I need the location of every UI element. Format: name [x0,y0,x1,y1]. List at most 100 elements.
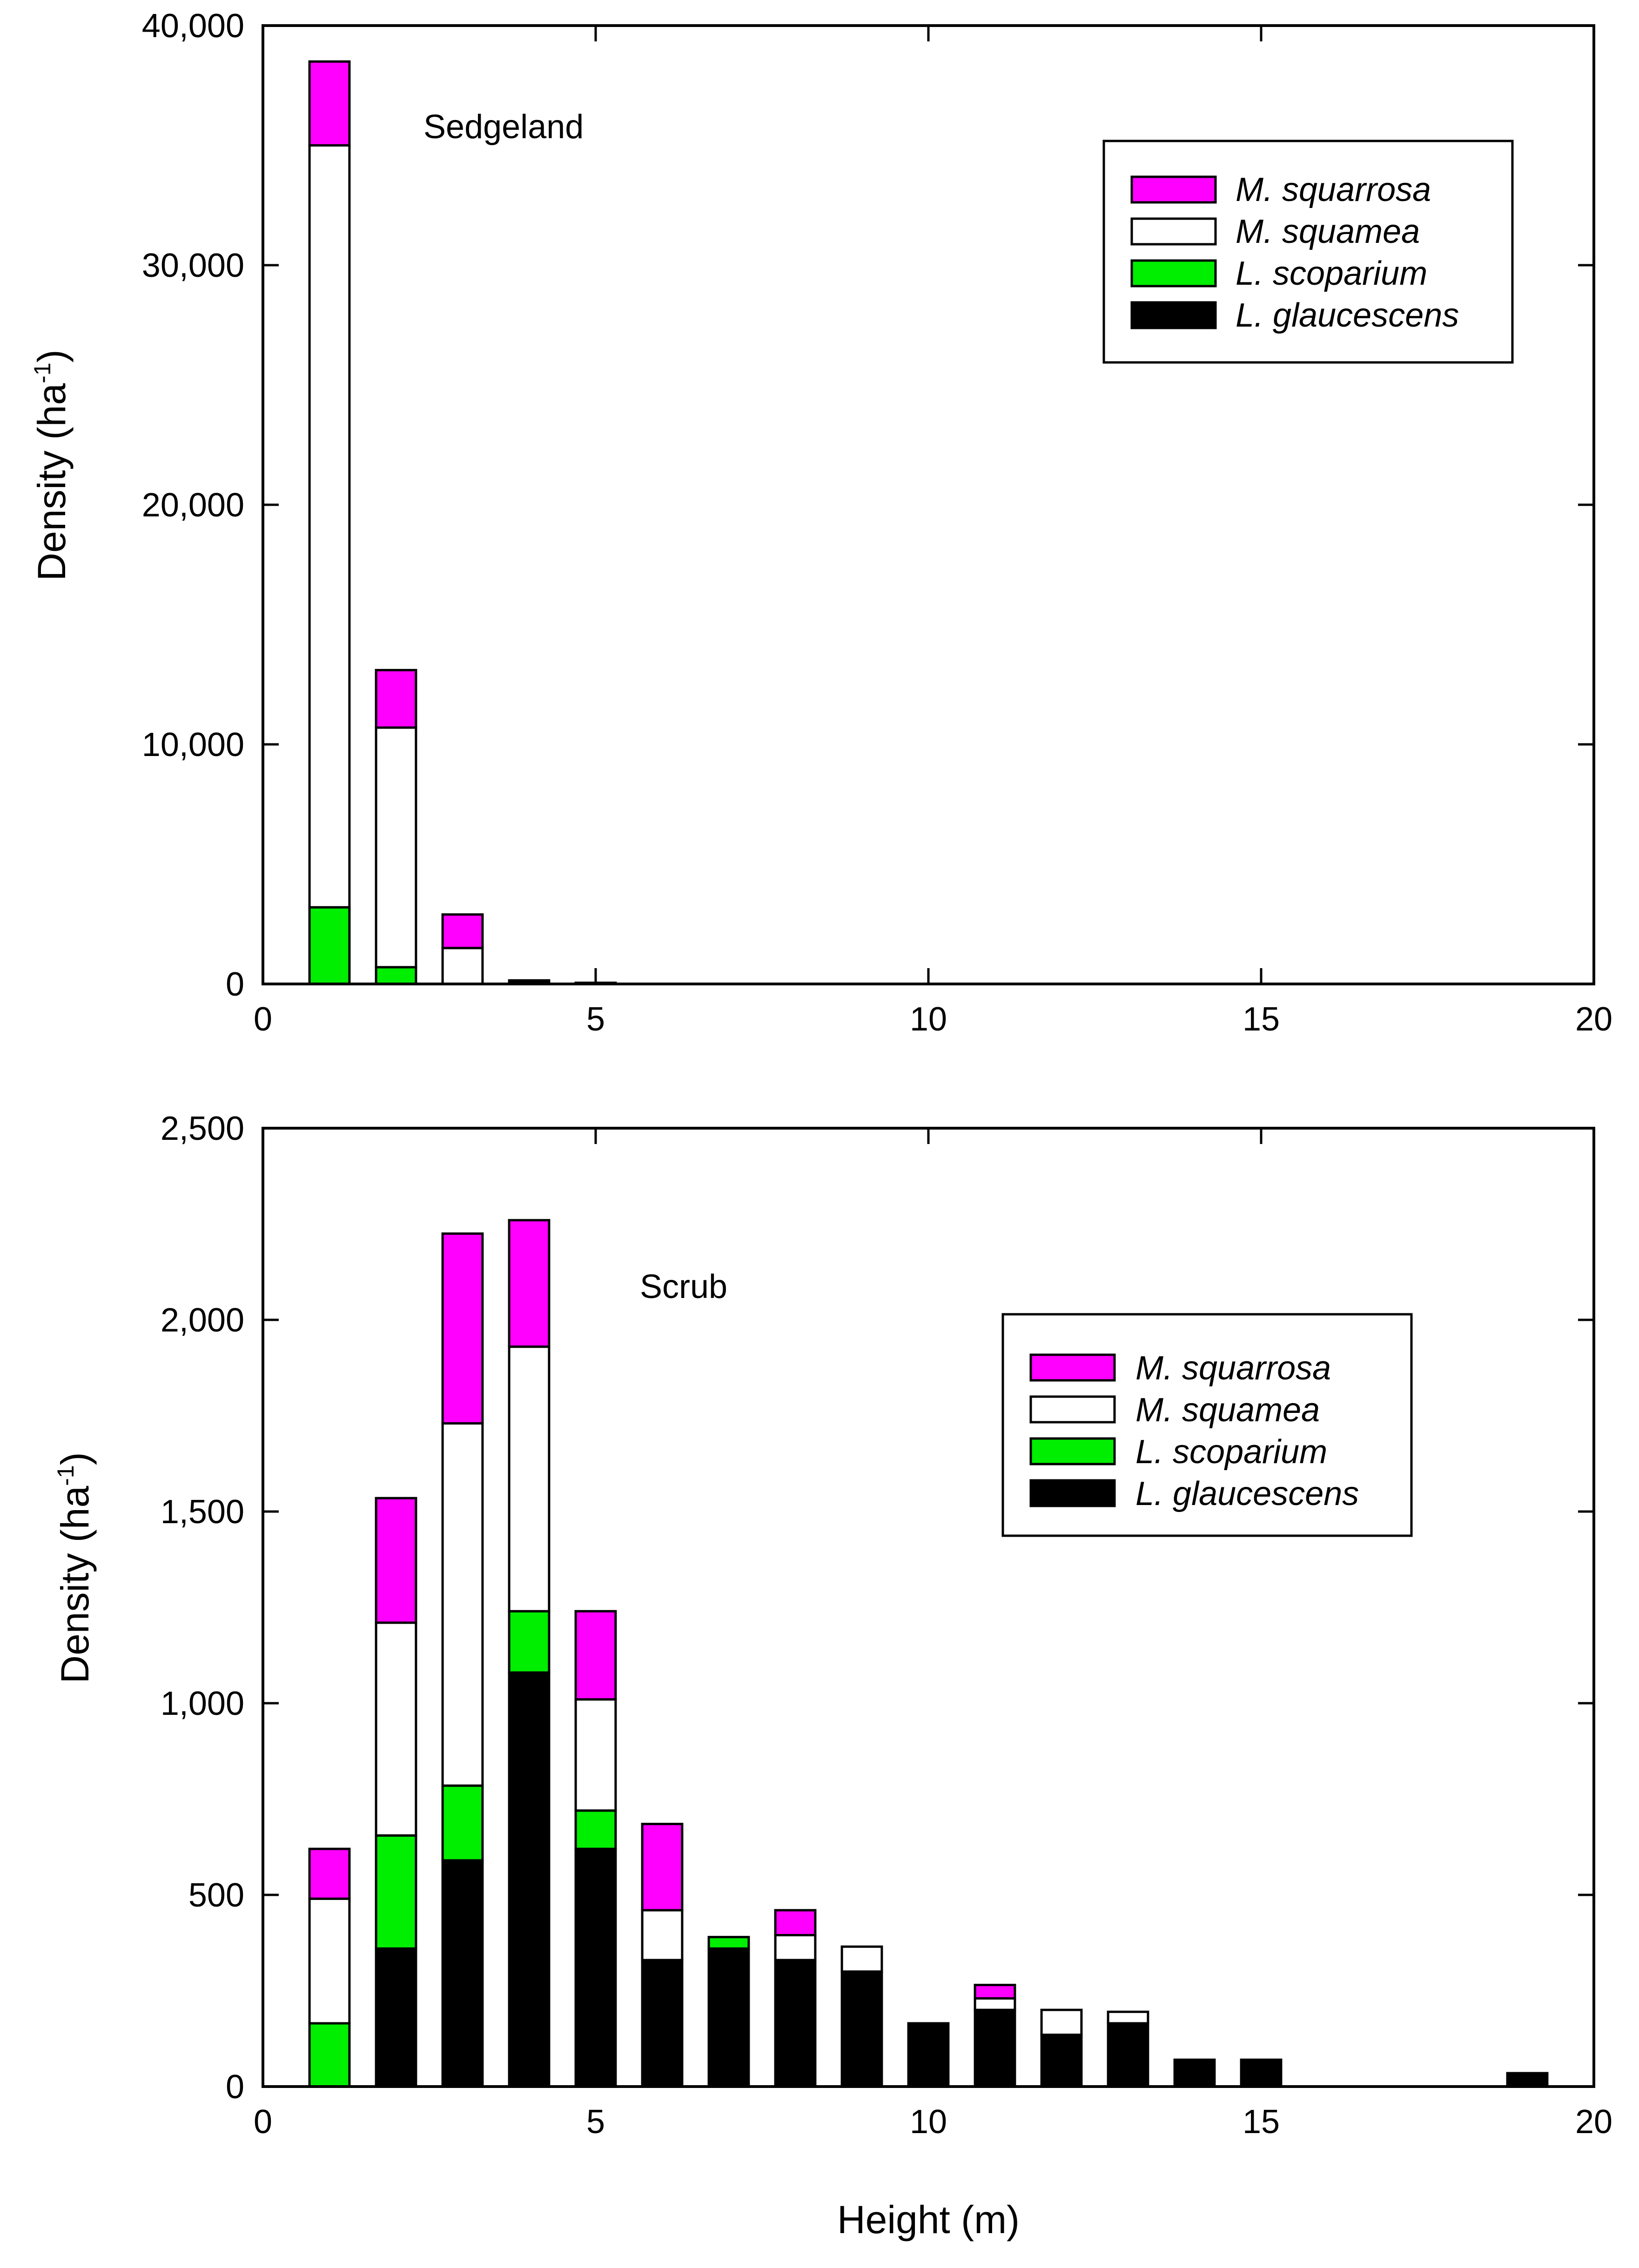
bar-l-scoparium-h5 [574,1809,617,1850]
bar-m-squamea-h2 [375,726,417,969]
y-tick-label: 10,000 [142,726,244,763]
bar-l-scoparium-h3 [441,1784,484,1862]
plot-frame [262,24,1595,985]
bar-l-scoparium-h1 [308,2022,351,2088]
bar-m-squarrosa-h5 [574,1610,617,1701]
bar-l-scoparium-h4 [508,1610,551,1674]
bar-m-squamea-h3 [441,1422,484,1787]
bar-m-squamea-h12 [1040,2008,1083,2036]
legend-label-l-scoparium: L. scoparium [1236,255,1427,292]
legend-swatch-m-squarrosa [1130,175,1217,204]
bar-m-squamea-h11 [974,1997,1016,2011]
bar-l-glaucescens-h4 [508,1671,551,2088]
bar-m-squarrosa-h8 [774,1909,817,1937]
legend-swatch-m-squamea [1029,1395,1116,1424]
y-tick-label: 500 [188,1877,244,1914]
legend-swatch-m-squamea [1130,217,1217,246]
bar-m-squamea-h13 [1107,2010,1149,2025]
bar-m-squamea-h4 [508,1345,551,1612]
bar-l-glaucescens-h13 [1107,2022,1149,2088]
x-tick-label: 20 [1575,2103,1612,2141]
bar-l-glaucescens-h10 [907,2022,950,2088]
bar-l-glaucescens-h7 [707,1947,750,2088]
legend-label-m-squarrosa: M. squarrosa [1236,171,1431,208]
y-tick-label: 1,500 [161,1493,244,1531]
x-tick-label: 10 [910,1001,947,1038]
chart-panel-sedgeland: Density (ha-1) Sedgeland 0 10,000 20,000 30… [29,7,1612,1038]
x-tick-label: 5 [586,1001,605,1038]
bar-l-scoparium-h2 [375,1834,417,1950]
tick-layer: 0 10,000 20,000 30,000 40,000 0 5 10 15 20 [142,7,1612,1038]
bar-l-scoparium-h1 [308,906,351,985]
bar-m-squarrosa-h2 [375,1497,417,1624]
legend-swatch-m-squarrosa [1029,1353,1116,1382]
bar-m-squamea-h2 [375,1621,417,1837]
y-tick-label: 40,000 [142,7,244,45]
bar-m-squarrosa-h1 [308,60,351,147]
legend-label-l-glaucescens: L. glaucescens [1236,297,1459,334]
tick-layer: 0 500 1,000 1,500 2,000 2,500 0 5 10 15 20 [161,1110,1612,2141]
bar-l-glaucescens-h12 [1040,2034,1083,2088]
bar-layer [308,60,617,985]
x-tick-label: 5 [586,2103,605,2141]
bar-m-squarrosa-h4 [508,1219,551,1348]
y-axis-title: Density (ha-1) [29,349,74,581]
legend-label-m-squamea: M. squamea [1236,213,1420,250]
y-tick-label: 0 [226,2068,244,2106]
panel-title: Sedgeland [423,108,584,146]
bar-m-squarrosa-h3 [441,913,484,950]
y-tick-label: 20,000 [142,487,244,524]
x-axis-title: Height (m) [837,2198,1020,2241]
plot-frame [262,1127,1595,2088]
bar-layer [308,1219,1549,2088]
y-tick-label: 0 [226,966,244,1003]
y-tick-label: 2,000 [161,1302,244,1339]
bar-l-glaucescens-h8 [774,1959,817,2088]
legend: M. squarrosa M. squamea L. scoparium L. … [1102,140,1514,364]
y-tick-label: 30,000 [142,247,244,284]
legend-swatch-l-scoparium [1029,1437,1116,1465]
chart-panel-scrub: Density (ha-1) Scrub Height (m) 0 500 1,00… [53,1110,1612,2241]
bar-l-glaucescens-h6 [641,1959,684,2088]
panel-title: Scrub [640,1268,727,1305]
x-tick-label: 10 [910,2103,947,2141]
x-tick-label: 20 [1575,1001,1612,1038]
bar-l-scoparium-h2 [375,966,417,985]
bar-m-squamea-h5 [574,1698,617,1812]
bar-l-glaucescens-h11 [974,2008,1016,2088]
y-axis-title: Density (ha-1) [53,1452,97,1683]
bar-m-squamea-h1 [308,1897,351,2025]
bar-m-squamea-h1 [308,144,351,909]
bar-l-scoparium-h7 [707,1936,750,1950]
bar-l-glaucescens-h3 [441,1859,484,2088]
bar-l-glaucescens-h19 [1506,2072,1549,2088]
bar-l-glaucescens-h14 [1173,2058,1216,2088]
legend-swatch-l-glaucescens [1029,1479,1116,1507]
bar-m-squamea-h3 [441,947,484,985]
x-tick-label: 0 [254,2103,272,2141]
bar-m-squarrosa-h2 [375,669,417,729]
bar-m-squamea-h8 [774,1934,817,1961]
legend-swatch-l-glaucescens [1130,301,1217,329]
y-tick-label: 1,000 [161,1685,244,1722]
bar-m-squamea-h6 [641,1909,684,1961]
legend-label-m-squarrosa: M. squarrosa [1135,1350,1331,1387]
bar-m-squarrosa-h1 [308,1847,351,1900]
x-tick-label: 0 [254,1001,272,1038]
legend-label-m-squamea: M. squamea [1135,1392,1320,1429]
bar-m-squarrosa-h6 [641,1823,684,1912]
legend: M. squarrosa M. squamea L. scoparium L. … [1001,1313,1413,1537]
legend-label-l-glaucescens: L. glaucescens [1135,1475,1359,1512]
bar-l-glaucescens-h15 [1240,2058,1283,2088]
bar-m-squarrosa-h11 [974,1984,1016,2000]
bar-m-squamea-h9 [840,1945,883,1973]
x-tick-label: 15 [1243,2103,1280,2141]
bar-l-glaucescens-h9 [840,1970,883,2088]
bar-l-glaucescens-h5 [574,1847,617,2088]
bar-l-glaucescens-h2 [375,1947,417,2088]
legend-swatch-l-scoparium [1130,259,1217,288]
x-tick-label: 15 [1243,1001,1280,1038]
y-tick-label: 2,500 [161,1110,244,1147]
legend-label-l-scoparium: L. scoparium [1135,1433,1327,1471]
